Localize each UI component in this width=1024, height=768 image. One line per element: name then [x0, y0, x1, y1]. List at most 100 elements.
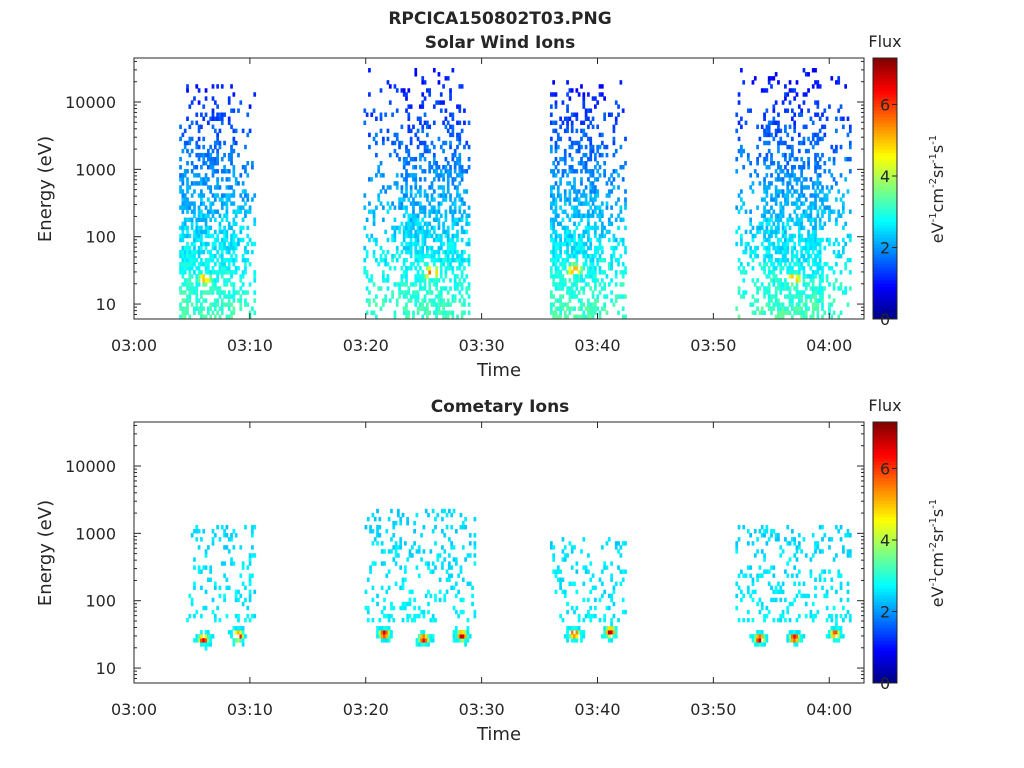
heatmap-cell	[183, 173, 187, 178]
heatmap-cell	[846, 132, 850, 138]
heatmap-cell	[232, 529, 236, 534]
heatmap-cell	[207, 577, 210, 582]
heatmap-cell	[749, 229, 753, 235]
heatmap-cell	[763, 553, 766, 558]
heatmap-cell	[218, 128, 222, 134]
heatmap-cell	[445, 577, 449, 582]
heatmap-cell	[807, 185, 810, 190]
heatmap-cell	[407, 266, 411, 271]
heatmap-cell	[751, 278, 755, 283]
heatmap-cell	[385, 626, 389, 631]
heatmap-cell	[181, 148, 185, 154]
heatmap-cell	[846, 553, 850, 558]
heatmap-cell	[575, 561, 579, 566]
heatmap-cell	[181, 221, 185, 227]
heatmap-cell	[369, 529, 372, 534]
heatmap-cell	[407, 148, 411, 154]
heatmap-cell	[598, 213, 602, 218]
heatmap-cell	[584, 306, 588, 311]
heatmap-cell	[383, 549, 386, 554]
heatmap-cell	[559, 181, 562, 186]
heatmap-cell	[383, 613, 386, 619]
heatmap-cell	[767, 581, 771, 587]
colorbar-segment	[873, 441, 897, 446]
heatmap-cell	[788, 601, 792, 607]
heatmap-cell	[619, 553, 623, 558]
heatmap-cell	[453, 241, 457, 247]
heatmap-cell	[471, 593, 474, 599]
heatmap-cell	[786, 306, 790, 311]
heatmap-cell	[188, 266, 192, 271]
heatmap-cell	[556, 132, 560, 138]
heatmap-cell	[365, 233, 369, 239]
heatmap-cell	[181, 197, 185, 202]
heatmap-cell	[468, 541, 472, 546]
heatmap-cell	[216, 132, 219, 138]
heatmap-cell	[246, 173, 250, 178]
heatmap-cell	[183, 262, 187, 267]
heatmap-cell	[802, 537, 806, 542]
heatmap-cell	[756, 229, 759, 235]
heatmap-cell	[828, 537, 831, 542]
heatmap-cell	[216, 181, 219, 186]
heatmap-cell	[463, 310, 466, 315]
heatmap-cell	[788, 541, 792, 546]
heatmap-cell	[554, 100, 558, 105]
heatmap-cell	[797, 569, 801, 574]
heatmap-cell	[765, 237, 769, 243]
heatmap-cell	[225, 233, 229, 239]
heatmap-cell	[405, 314, 408, 319]
heatmap-cell	[809, 557, 813, 562]
heatmap-cell	[446, 241, 450, 247]
heatmap-cell	[384, 229, 388, 235]
heatmap-cell	[442, 148, 445, 154]
heatmap-cell	[811, 201, 815, 206]
heatmap-cell	[758, 286, 762, 291]
heatmap-cell	[800, 185, 803, 190]
heatmap-cell	[387, 634, 391, 639]
heatmap-cell	[439, 173, 443, 178]
heatmap-cell	[220, 561, 224, 566]
heatmap-cell	[584, 160, 588, 166]
heatmap-cell	[589, 286, 593, 291]
heatmap-cell	[237, 108, 240, 113]
heatmap-cell	[244, 245, 247, 251]
heatmap-cell	[379, 201, 383, 206]
heatmap-cell	[402, 229, 406, 235]
heatmap-cell	[573, 245, 576, 251]
heatmap-cell	[844, 156, 848, 162]
heatmap-cell	[407, 160, 411, 166]
heatmap-cell	[556, 136, 560, 142]
heatmap-cell	[563, 257, 567, 263]
y-tick-label: 10000	[65, 457, 116, 476]
colorbar-segment	[873, 467, 897, 472]
heatmap-cell	[230, 84, 233, 89]
heatmap-cell	[830, 585, 834, 591]
heatmap-cell	[204, 290, 208, 295]
heatmap-cell	[428, 233, 432, 239]
colorbar-segment	[873, 487, 897, 492]
heatmap-cell	[786, 310, 790, 315]
heatmap-cell	[181, 225, 185, 231]
heatmap-cell	[204, 638, 208, 643]
heatmap-cell	[419, 209, 422, 214]
heatmap-cell	[248, 577, 252, 582]
heatmap-cell	[220, 205, 224, 210]
heatmap-cell	[401, 601, 405, 607]
heatmap-cell	[441, 529, 444, 534]
heatmap-cell	[587, 282, 590, 287]
heatmap-cell	[218, 197, 222, 202]
colorbar-tick-label: 6	[880, 95, 890, 114]
heatmap-cell	[612, 237, 616, 243]
heatmap-cell	[402, 197, 406, 202]
heatmap-cell	[230, 193, 233, 198]
heatmap-cell	[577, 278, 581, 283]
heatmap-cell	[444, 108, 448, 113]
heatmap-cell	[837, 626, 841, 631]
heatmap-cell	[213, 193, 217, 198]
heatmap-cell	[566, 257, 569, 263]
heatmap-cell	[786, 609, 790, 615]
heatmap-cell	[193, 286, 196, 291]
heatmap-cell	[468, 634, 472, 639]
